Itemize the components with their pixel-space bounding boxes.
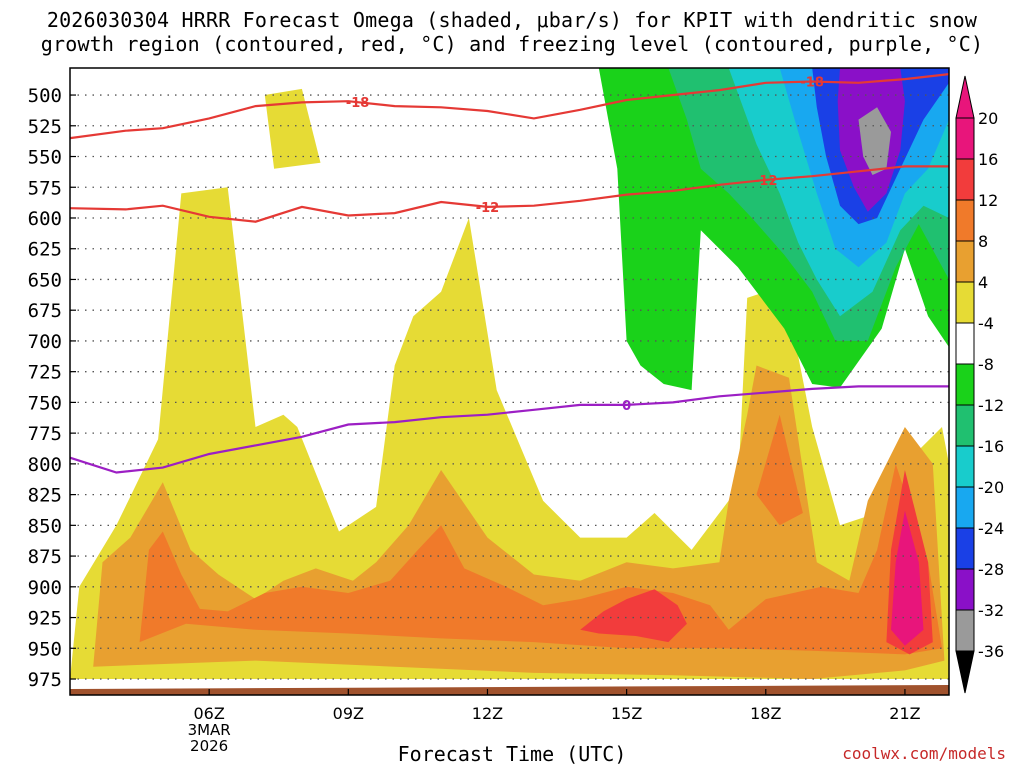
omega-ascent-region-1	[264, 88, 321, 169]
plot-frame	[69, 67, 950, 696]
colorbar-label-8: -16	[978, 437, 1004, 456]
y-tick-label-925: 925	[28, 608, 62, 630]
terrain-strip	[70, 685, 949, 695]
y-tick-label-800: 800	[28, 454, 62, 476]
y-tick-label-750: 750	[28, 392, 62, 414]
contour-label-1-0: -12	[476, 201, 500, 216]
colorbar-label-3: 8	[978, 232, 988, 251]
contour-line-0	[70, 73, 949, 140]
colorbar-swatch-11	[955, 568, 975, 611]
x-tick-label-18Z: 18Z	[750, 704, 781, 723]
contour-label-0-1: -18	[800, 76, 824, 91]
contour-line-2	[70, 385, 949, 474]
y-tick-label-525: 525	[28, 116, 62, 138]
colorbar-label-6: -8	[978, 355, 994, 374]
colorbar-swatch-12	[955, 609, 975, 652]
omega-descent-region-6	[858, 107, 891, 175]
x-tick-label-15Z: 15Z	[611, 704, 642, 723]
contour-label-2-0: 0	[622, 399, 631, 414]
contour-line-1	[70, 165, 949, 223]
y-tick-label-850: 850	[28, 515, 62, 537]
colorbar-swatch-7	[955, 404, 975, 447]
colorbar-swatch-6	[955, 363, 975, 406]
plot-area: -18 -18 -12 -12 0	[70, 68, 949, 695]
svg-text:-18: -18	[346, 96, 370, 111]
colorbar-label-1: 16	[978, 150, 998, 169]
svg-text:-12: -12	[476, 201, 500, 216]
y-tick-label-675: 675	[28, 300, 62, 322]
colorbar-label-13: -36	[978, 642, 1004, 661]
y-tick-label-700: 700	[28, 331, 62, 353]
contour-label-1-1: -12	[754, 174, 778, 189]
colorbar-label-11: -28	[978, 560, 1004, 579]
svg-text:-18: -18	[800, 76, 824, 91]
colorbar-label-12: -32	[978, 601, 1004, 620]
y-tick-label-575: 575	[28, 177, 62, 199]
svg-text:0: 0	[622, 399, 631, 414]
colorbar-label-0: 20	[978, 109, 998, 128]
x-date-label-0: 3MAR	[188, 721, 231, 739]
omega-ascent-region-4	[756, 414, 803, 526]
y-tick-label-875: 875	[28, 546, 62, 568]
colorbar-swatch-9	[955, 486, 975, 529]
colorbar-min-arrow	[955, 650, 975, 694]
colorbar-label-9: -20	[978, 478, 1004, 497]
y-tick-label-650: 650	[28, 269, 62, 291]
colorbar-label-2: 12	[978, 191, 998, 210]
colorbar-label-4: 4	[978, 273, 988, 292]
colorbar-swatch-10	[955, 527, 975, 570]
colorbar-label-10: -24	[978, 519, 1004, 538]
colorbar-swatch-8	[955, 445, 975, 488]
x-tick-label-06Z: 06Z	[193, 704, 224, 723]
svg-text:-12: -12	[754, 174, 778, 189]
y-tick-label-500: 500	[28, 85, 62, 107]
colorbar: 20 16 12 8 4 -4 -8 -12 -16 -20 -24 -28 -32 -36	[955, 75, 1004, 694]
chart-title-line2: growth region (contoured, red, °C) and f…	[40, 32, 984, 56]
colorbar-swatch-2	[955, 199, 975, 242]
y-tick-label-950: 950	[28, 638, 62, 660]
colorbar-swatch-5	[955, 322, 975, 365]
y-tick-label-900: 900	[28, 577, 62, 599]
contour-label-0-0: -18	[346, 96, 370, 111]
colorbar-label-7: -12	[978, 396, 1004, 415]
x-date-label-1: 2026	[190, 737, 228, 755]
y-tick-label-725: 725	[28, 362, 62, 384]
source-credit: coolwx.com/models	[842, 744, 1006, 763]
omega-ascent-region-3	[139, 463, 943, 655]
colorbar-max-arrow	[955, 75, 975, 119]
colorbar-swatch-0	[955, 117, 975, 160]
y-tick-label-825: 825	[28, 485, 62, 507]
chart-title-line1: 2026030304 HRRR Forecast Omega (shaded, …	[46, 8, 978, 32]
x-axis-title: Forecast Time (UTC)	[397, 742, 627, 766]
y-tick-label-775: 775	[28, 423, 62, 445]
y-tick-label-550: 550	[28, 147, 62, 169]
y-tick-label-625: 625	[28, 239, 62, 261]
omega-ascent-region-7	[891, 510, 924, 646]
y-tick-label-600: 600	[28, 208, 62, 230]
y-tick-label-975: 975	[28, 669, 62, 691]
x-tick-label-09Z: 09Z	[333, 704, 364, 723]
colorbar-swatch-1	[955, 158, 975, 201]
x-tick-label-12Z: 12Z	[472, 704, 503, 723]
colorbar-swatch-4	[955, 281, 975, 324]
colorbar-swatch-3	[955, 240, 975, 283]
omega-ascent-region-5	[580, 589, 687, 643]
x-tick-label-21Z: 21Z	[889, 704, 920, 723]
colorbar-label-5: -4	[978, 314, 994, 333]
